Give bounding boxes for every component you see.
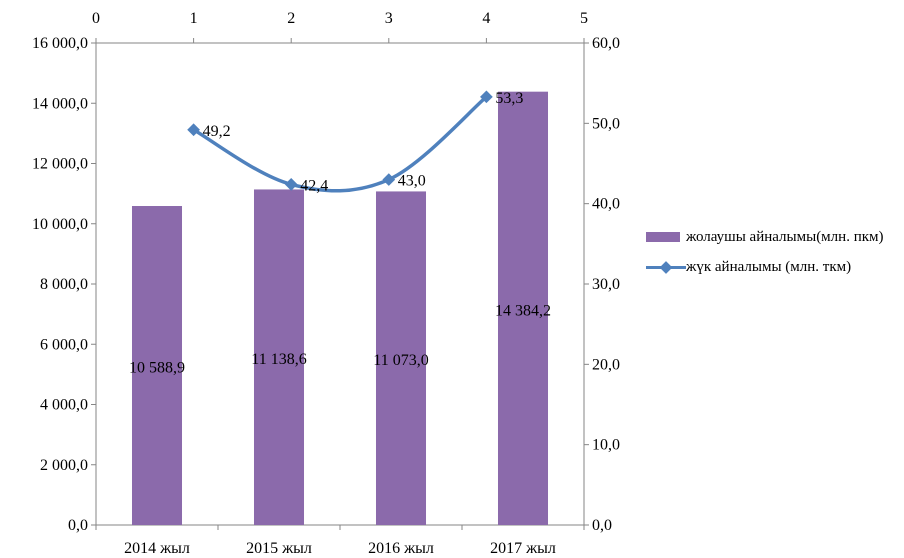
legend-item-passenger: жолаушы айналымы(млн. пкм): [646, 228, 902, 247]
y-right-tick-label: 50,0: [592, 115, 620, 132]
line-marker: [187, 123, 200, 137]
legend-label-passenger: жолаушы айналымы(млн. пкм): [686, 229, 884, 245]
line-marker: [382, 173, 396, 186]
x-category-label: 2017 жыл: [490, 540, 556, 557]
x-top-tick-label: 0: [92, 10, 100, 27]
x-category-label: 2014 жыл: [124, 540, 190, 557]
y-right-tick-label: 0,0: [592, 517, 612, 534]
bar-data-label: 10 588,9: [129, 360, 185, 377]
data-labels: 10 588,9 11 138,6 11 073,0 14 384,2 49,2 42,4…: [129, 90, 551, 377]
line-series-freight: [187, 90, 493, 193]
y-left-tick-label: 12 000,0: [32, 156, 88, 173]
y-left-tick-label: 10 000,0: [32, 216, 88, 233]
legend-item-freight: жүк айналымы (млн. ткм): [646, 258, 902, 277]
line-data-label: 49,2: [203, 123, 231, 140]
line-data-label: 43,0: [398, 173, 426, 190]
y-left-tick-label: 16 000,0: [32, 35, 88, 52]
y-right-tick-label: 40,0: [592, 196, 620, 213]
y-left-tick-label: 6 000,0: [40, 336, 88, 353]
y-right-tick-label: 30,0: [592, 276, 620, 293]
bar: [497, 91, 549, 526]
y-right-tick-label: 10,0: [592, 437, 620, 454]
bar: [131, 206, 183, 525]
line-marker: [284, 178, 298, 191]
x-top-tick-label: 1: [190, 10, 198, 27]
y-left-tick-label: 2 000,0: [40, 457, 88, 474]
line-data-label: 42,4: [300, 177, 328, 194]
legend-swatch-bar: [646, 232, 680, 242]
axes: 0,0 2 000,0 4 000,0 6 000,0 8 000,0 10 000,0 1…: [32, 10, 620, 557]
x-category-label: 2015 жыл: [246, 540, 312, 557]
line-data-label: 53,3: [495, 90, 523, 107]
x-top-tick-label: 2: [287, 10, 295, 27]
y-left-tick-label: 8 000,0: [40, 276, 88, 293]
bar-data-label: 11 073,0: [373, 352, 428, 369]
bar-data-label: 11 138,6: [251, 351, 306, 368]
x-top-tick-label: 4: [482, 10, 490, 27]
x-category-label: 2016 жыл: [368, 540, 434, 557]
x-top-tick-label: 3: [385, 10, 393, 27]
bar: [375, 191, 427, 525]
y-right-tick-label: 60,0: [592, 35, 620, 52]
x-top-tick-label: 5: [580, 10, 588, 27]
line-marker: [480, 90, 493, 104]
legend-label-freight: жүк айналымы (млн. ткм): [686, 259, 852, 275]
y-left-tick-label: 4 000,0: [40, 397, 88, 414]
legend-swatch-line: [646, 261, 686, 274]
bar: [253, 189, 305, 525]
y-left-tick-label: 14 000,0: [32, 95, 88, 112]
legend: жолаушы айналымы(млн. пкм) жүк айналымы …: [646, 228, 902, 288]
y-right-tick-label: 20,0: [592, 356, 620, 373]
line-path: [192, 95, 488, 193]
bar-series-passenger: [131, 91, 549, 526]
bar-data-label: 14 384,2: [495, 302, 551, 319]
y-left-tick-label: 0,0: [68, 517, 88, 534]
